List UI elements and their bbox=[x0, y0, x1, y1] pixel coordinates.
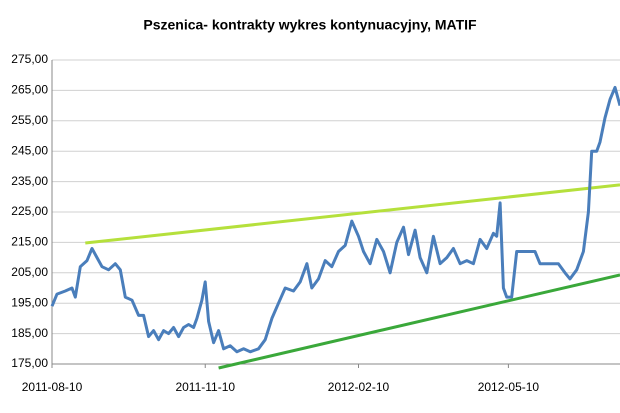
y-tick-label: 215,00 bbox=[11, 235, 48, 249]
x-tick-label: 2011-11-10 bbox=[175, 380, 235, 394]
y-tick-label: 255,00 bbox=[11, 113, 48, 127]
y-tick-label: 185,00 bbox=[11, 326, 48, 340]
y-tick-label: 175,00 bbox=[11, 356, 48, 370]
trend-line bbox=[85, 183, 620, 245]
y-tick-label: 225,00 bbox=[11, 204, 48, 218]
y-tick-label: 235,00 bbox=[11, 174, 48, 188]
x-tick-label: 2012-05-10 bbox=[478, 380, 540, 394]
y-tick-label: 245,00 bbox=[11, 143, 48, 157]
chart-title: Pszenica- kontrakty wykres kontynuacyjny… bbox=[143, 17, 477, 33]
y-tick-label: 275,00 bbox=[11, 52, 48, 66]
y-tick-label: 205,00 bbox=[11, 265, 48, 279]
y-tick-label: 265,00 bbox=[11, 83, 48, 97]
x-tick-label: 2012-02-10 bbox=[328, 380, 390, 394]
x-tick-label: 2011-08-10 bbox=[22, 380, 83, 394]
trend-line bbox=[218, 273, 620, 370]
series-line bbox=[50, 85, 620, 354]
y-tick-label: 195,00 bbox=[11, 295, 48, 309]
